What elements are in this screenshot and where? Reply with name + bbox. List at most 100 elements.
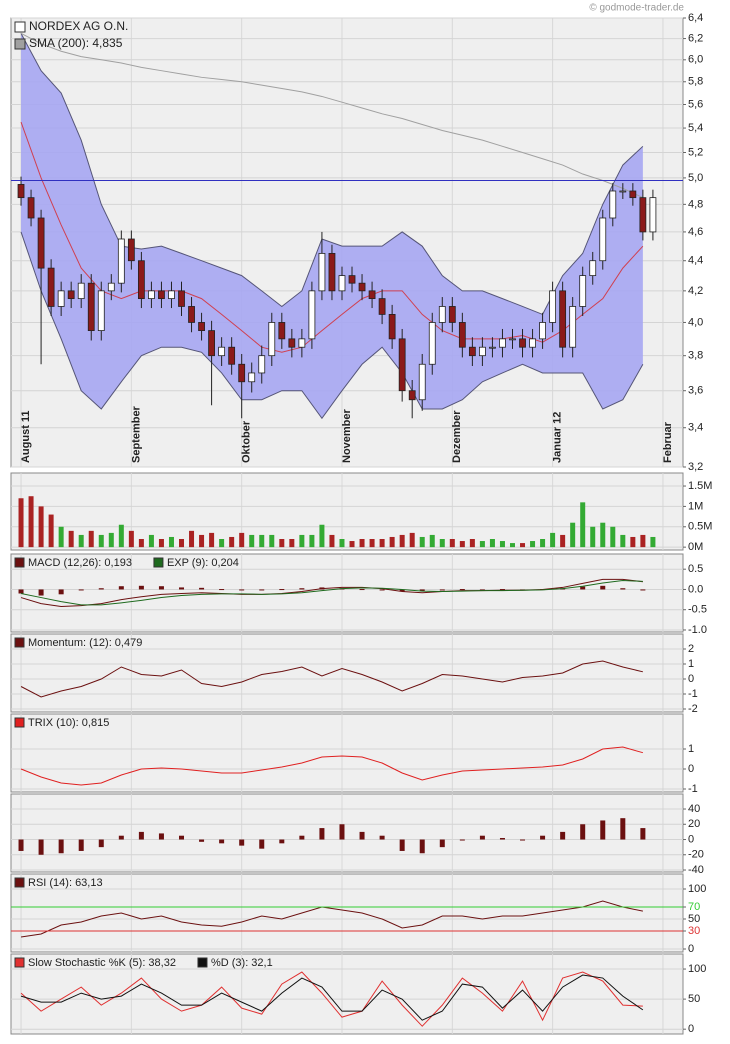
legend-swatch bbox=[14, 877, 25, 888]
x-tick-label: August 11 bbox=[20, 410, 32, 463]
candle-body bbox=[539, 322, 546, 340]
bar bbox=[419, 589, 425, 592]
line bbox=[20, 746, 644, 786]
candle-body bbox=[228, 346, 236, 365]
y-tick-label: 5,8 bbox=[688, 76, 703, 88]
candle-body bbox=[27, 197, 35, 219]
bar bbox=[118, 586, 124, 590]
panel-frame bbox=[10, 633, 684, 713]
volume-bar bbox=[229, 536, 235, 548]
bar bbox=[78, 839, 84, 851]
candle-body bbox=[288, 338, 296, 348]
volume-bar bbox=[309, 534, 315, 548]
y-tick-label: 2 bbox=[688, 643, 694, 655]
candle-body bbox=[318, 252, 326, 292]
legend-label: Slow Stochastic %K (5): 38,32 bbox=[28, 957, 176, 969]
panel-frame bbox=[10, 873, 684, 953]
candle-body bbox=[218, 346, 226, 357]
candle-body bbox=[308, 290, 316, 340]
y-tick-label: -1.0 bbox=[688, 624, 707, 636]
legend-swatch bbox=[14, 557, 25, 568]
candle-body bbox=[499, 338, 506, 348]
legend-swatch bbox=[153, 557, 164, 568]
candle-body bbox=[238, 363, 246, 383]
bar bbox=[359, 831, 365, 840]
y-tick-label: 6,2 bbox=[688, 32, 703, 44]
candle-body bbox=[158, 290, 165, 300]
volume-bar bbox=[429, 534, 435, 548]
volume-bar bbox=[148, 534, 154, 548]
bar bbox=[259, 589, 265, 591]
candle-body bbox=[47, 267, 55, 307]
legend-swatch bbox=[14, 21, 26, 33]
volume-bar bbox=[199, 534, 205, 548]
volume-bar bbox=[620, 534, 626, 548]
bar bbox=[38, 589, 44, 596]
candle-body bbox=[338, 275, 346, 292]
y-tick-label: 4,8 bbox=[688, 198, 703, 210]
candle-body bbox=[137, 260, 145, 300]
panel-frame bbox=[10, 713, 684, 793]
bar bbox=[279, 839, 285, 844]
volume-bar bbox=[530, 541, 536, 548]
volume-bar bbox=[18, 498, 24, 548]
bar bbox=[78, 589, 84, 591]
y-tick-label: 1M bbox=[688, 500, 703, 512]
candle-body bbox=[519, 338, 526, 348]
y-tick-label: 5,0 bbox=[688, 172, 703, 184]
y-tick-label: 1.5M bbox=[688, 480, 712, 492]
bar bbox=[18, 589, 24, 594]
y-tick-label: 6,0 bbox=[688, 54, 703, 66]
bar bbox=[640, 828, 646, 840]
volume-bar bbox=[289, 539, 295, 548]
volume-bar bbox=[48, 514, 54, 548]
volume-bar bbox=[520, 543, 526, 548]
bar bbox=[520, 839, 526, 841]
bar bbox=[399, 839, 405, 851]
candle-body bbox=[97, 290, 105, 332]
y-tick-label: 5,6 bbox=[688, 98, 703, 110]
candle-body bbox=[418, 363, 426, 401]
candle-body bbox=[208, 330, 215, 357]
candle-body bbox=[368, 290, 376, 300]
candle-body bbox=[178, 290, 185, 307]
y-tick-label: 0 bbox=[688, 833, 694, 845]
bar bbox=[219, 839, 225, 844]
legend-swatch bbox=[14, 637, 25, 648]
candle-body bbox=[468, 346, 476, 357]
candle-body bbox=[589, 260, 597, 277]
bar bbox=[640, 589, 646, 591]
candle-body bbox=[619, 190, 627, 193]
legend-label: NORDEX AG O.N. bbox=[29, 19, 128, 33]
y-tick-label: 30 bbox=[688, 925, 700, 937]
bar bbox=[379, 835, 385, 840]
candle-body bbox=[298, 338, 306, 348]
panel-frame bbox=[10, 553, 684, 633]
volume-bar bbox=[550, 532, 556, 548]
bar bbox=[239, 589, 245, 591]
candle-body bbox=[127, 238, 135, 262]
y-tick-label: 100 bbox=[688, 883, 706, 895]
candle-body bbox=[278, 322, 286, 340]
candle-body bbox=[328, 252, 336, 292]
y-tick-label: 40 bbox=[688, 803, 700, 815]
candle-body bbox=[77, 282, 85, 300]
line bbox=[20, 32, 644, 199]
y-tick-label: 6,4 bbox=[688, 12, 703, 24]
y-tick-label: 70 bbox=[688, 901, 700, 913]
y-tick-label: 1 bbox=[688, 658, 694, 670]
legend-label: SMA (200): 4,835 bbox=[29, 36, 123, 50]
bar bbox=[379, 589, 385, 591]
bar bbox=[239, 839, 245, 846]
y-tick-label: 0.5 bbox=[688, 563, 703, 575]
volume-bar bbox=[449, 539, 455, 548]
volume-bar bbox=[489, 539, 495, 548]
volume-bar bbox=[28, 496, 34, 548]
candle-body bbox=[509, 338, 516, 341]
volume-bar bbox=[108, 532, 114, 548]
volume-bar bbox=[239, 532, 245, 548]
candle-body bbox=[599, 217, 607, 262]
candle-body bbox=[358, 282, 366, 292]
line bbox=[20, 971, 643, 1027]
volume-bar bbox=[88, 530, 94, 548]
